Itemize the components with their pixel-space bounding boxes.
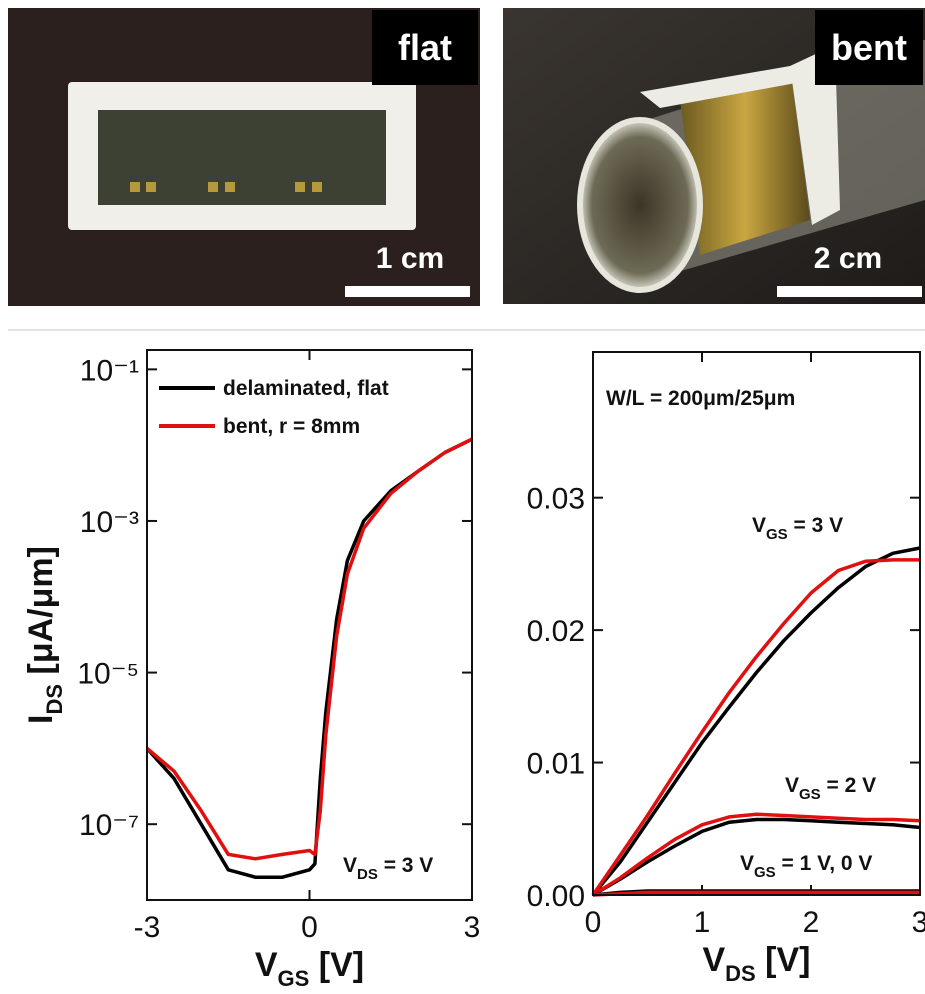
scale-label: 2 cm	[814, 242, 882, 275]
y-tick-label: 10⁻³	[80, 506, 139, 539]
y-axis-label: IDS [μA/μm]	[22, 546, 67, 724]
annotation-sub: GS	[766, 526, 788, 543]
annotation: VDS = 3 V	[343, 854, 433, 883]
annotation-rest: = 2 V	[821, 774, 876, 797]
annotation: W/L = 200μm/25μm	[606, 387, 795, 410]
x-tick-label: 3	[912, 906, 925, 939]
scale-bar	[345, 286, 470, 297]
x-axis-label-rest: [V]	[309, 946, 364, 984]
x-tick-label: -3	[134, 911, 161, 944]
y-tick-label: 0.01	[527, 748, 585, 781]
photo-bent: bent 2 cm	[503, 8, 925, 304]
y-axis-label-rest: [μA/μm]	[22, 546, 60, 684]
x-axis-label: VGS [V]	[255, 946, 364, 991]
y-tick-label: 0.03	[527, 483, 585, 516]
annotation-sub: GS	[754, 864, 776, 881]
x-axis-label-rest: [V]	[756, 941, 811, 979]
series-line	[147, 439, 472, 859]
annotation-main: V	[785, 774, 799, 797]
series-line	[147, 439, 472, 877]
annotation-rest: = 3 V	[788, 514, 843, 537]
y-tick-label: 10⁻⁷	[79, 809, 139, 842]
annotation-main: V	[740, 852, 754, 875]
annotation-main: W/L = 200μm/25μm	[606, 387, 795, 410]
x-axis-label-sub: GS	[278, 966, 310, 991]
x-tick-label: 2	[803, 906, 820, 939]
scale-label: 1 cm	[376, 242, 444, 275]
x-tick-label: 0	[585, 906, 602, 939]
y-tick-label: 0.00	[527, 880, 585, 913]
annotation-sub: DS	[357, 866, 378, 883]
x-axis-label: VDS [V]	[702, 941, 810, 986]
y-axis-label-sub: DS	[42, 684, 67, 715]
photo-flat: flat 1 cm	[8, 8, 480, 306]
annotation-main: V	[343, 854, 357, 877]
annotation-main: V	[752, 514, 766, 537]
annotation: VGS = 3 V	[752, 514, 843, 543]
series-line	[593, 560, 920, 895]
x-axis-label-main: V	[702, 941, 725, 979]
annotation: VGS = 1 V, 0 V	[740, 852, 872, 881]
legend-label: delaminated, flat	[223, 377, 389, 400]
y-tick-label: 10⁻¹	[80, 354, 139, 387]
y-tick-label: 10⁻⁵	[77, 658, 139, 691]
annotation-rest: = 1 V, 0 V	[776, 852, 873, 875]
device-film	[98, 110, 386, 205]
x-tick-label: 1	[694, 906, 711, 939]
tube-opening	[580, 120, 700, 290]
x-axis-label-sub: DS	[725, 961, 756, 986]
photo-label: flat	[398, 27, 452, 68]
x-tick-label: 3	[464, 911, 481, 944]
x-axis-label-main: V	[255, 946, 278, 984]
series-line	[593, 548, 920, 895]
x-tick-label: 0	[301, 911, 318, 944]
y-axis-label-main: I	[22, 715, 60, 724]
y-tick-label: 0.02	[527, 615, 585, 648]
figure: flat 1 cm bent 2 cm 10⁻¹ 10⁻³ 10⁻⁵ 10⁻⁷ -3 0 3…	[0, 0, 925, 994]
annotation-rest: = 3 V	[378, 854, 433, 877]
legend-label: bent, r = 8mm	[223, 415, 360, 438]
photo-label: bent	[831, 27, 907, 68]
annotation: VGS = 2 V	[785, 774, 876, 803]
scale-bar	[777, 286, 922, 297]
annotation-sub: GS	[799, 786, 821, 803]
